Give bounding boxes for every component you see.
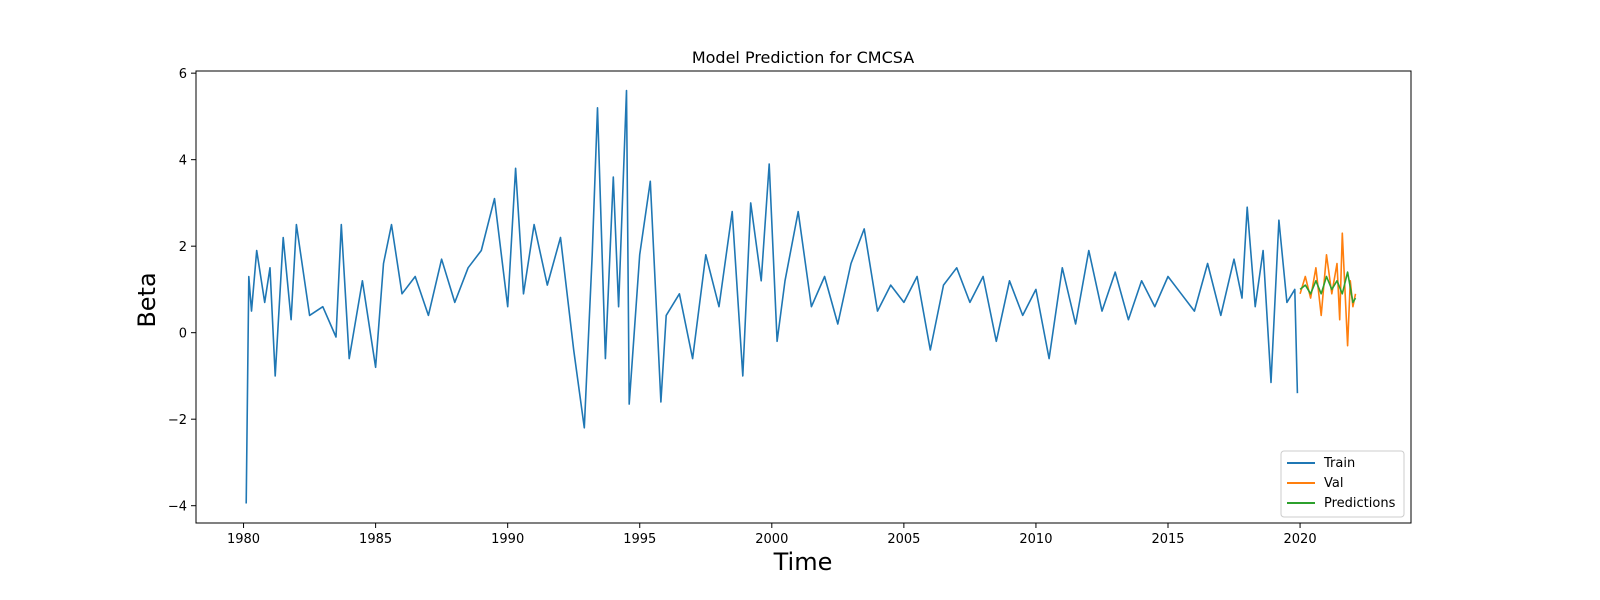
x-tick-label: 1990: [491, 532, 524, 547]
x-tick-label: 1995: [623, 532, 656, 547]
legend: Train Val Predictions: [1280, 450, 1405, 518]
series-line-predictions: [1299, 271, 1357, 304]
y-tick-label: 4: [179, 154, 187, 169]
y-axis: −4 −2 0 2 4 6: [168, 67, 196, 515]
series-line-train: [245, 89, 1299, 504]
y-tick-label: −2: [168, 413, 187, 428]
x-tick-label: 1985: [359, 532, 392, 547]
plot-area-frame: [195, 70, 1412, 524]
y-axis-label: Beta: [133, 272, 161, 327]
series-layer: [245, 89, 1357, 504]
x-tick-label: 2000: [755, 532, 788, 547]
x-tick-label: 1980: [227, 532, 260, 547]
chart-title: Model Prediction for CMCSA: [692, 48, 914, 67]
x-axis-label: Time: [773, 548, 833, 576]
legend-train-label: Train: [1323, 456, 1355, 471]
y-tick-label: −4: [168, 500, 187, 515]
y-tick-label: 2: [179, 240, 187, 255]
x-tick-label: 2015: [1151, 532, 1184, 547]
legend-box: [1280, 450, 1405, 518]
legend-predictions-label: Predictions: [1324, 496, 1396, 511]
x-axis: 1980 1985 1990 1995 2000 2005 2010 2015 2020: [227, 523, 1317, 547]
legend-val-label: Val: [1324, 476, 1343, 491]
y-tick-label: 6: [179, 67, 187, 82]
y-tick-label: 0: [179, 327, 187, 342]
x-tick-label: 2020: [1284, 532, 1317, 547]
x-tick-label: 2005: [887, 532, 920, 547]
x-tick-label: 2010: [1019, 532, 1052, 547]
